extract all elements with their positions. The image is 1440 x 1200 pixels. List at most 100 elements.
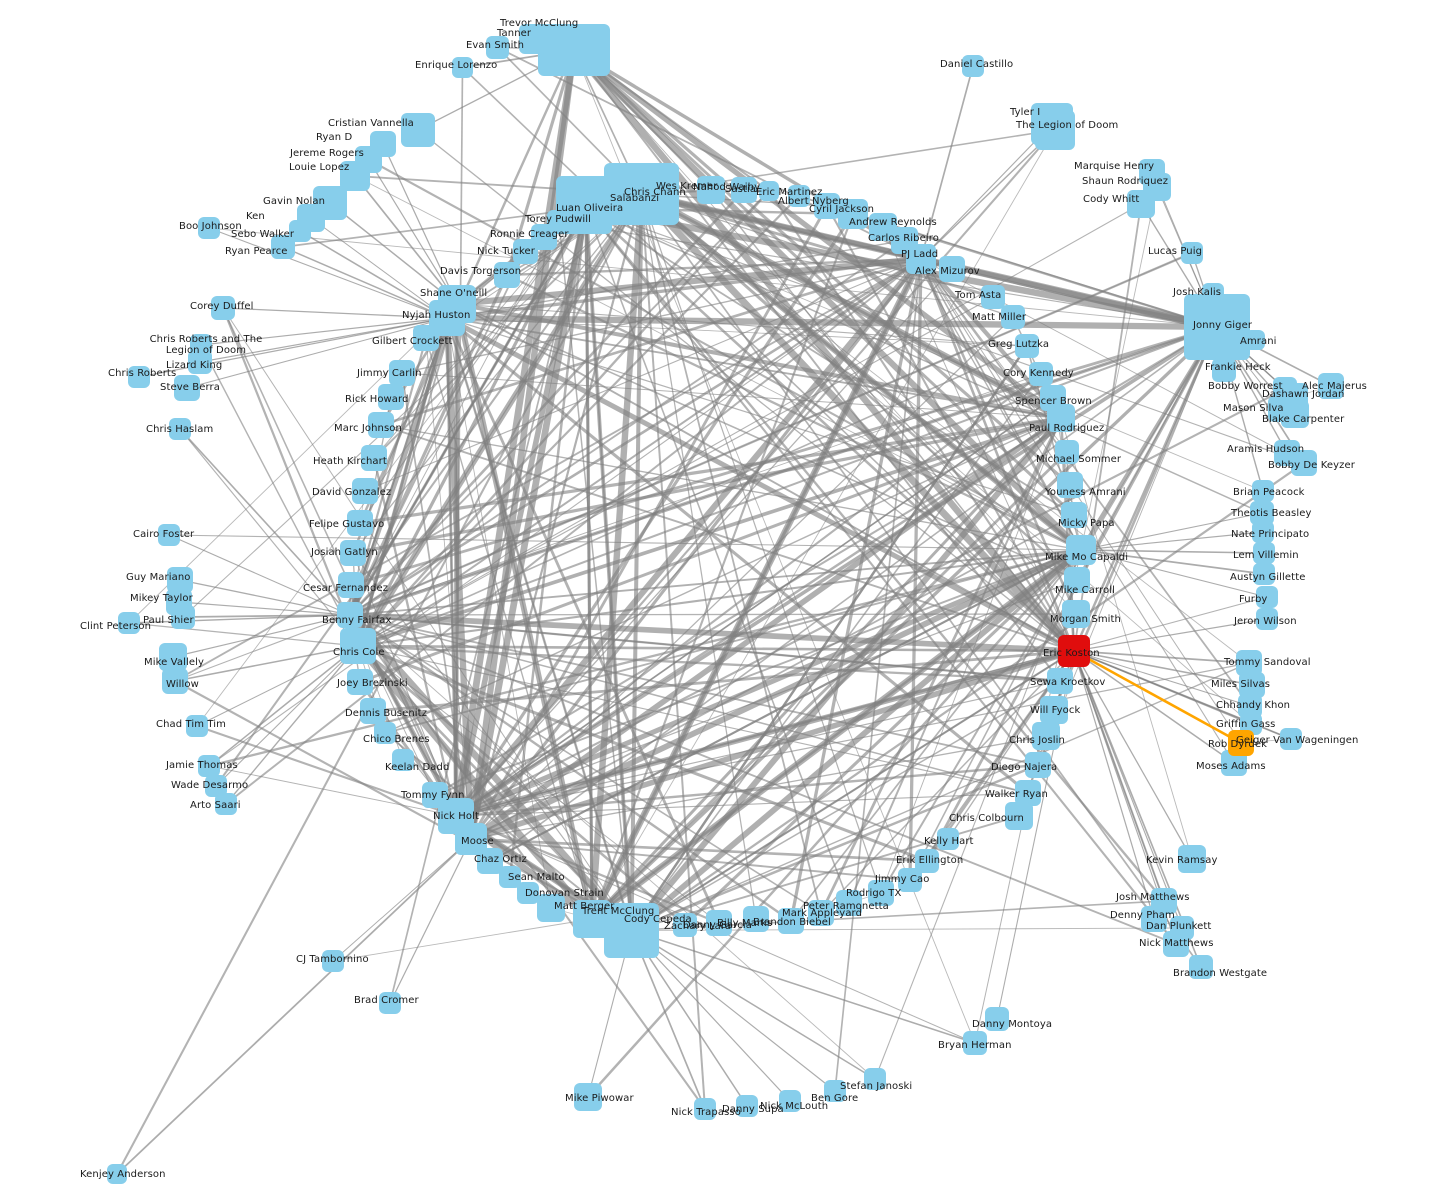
graph-node-dennis-busenitz[interactable] [360,698,386,724]
graph-node-greg-lutzka[interactable] [1015,334,1039,358]
graph-node-rodrigo-tx[interactable] [868,880,894,906]
graph-node-nahod-waihy[interactable] [731,177,757,203]
graph-node-kevin-ramsay[interactable] [1178,845,1206,873]
graph-node-nick-trapasso[interactable] [694,1098,716,1120]
graph-node-jeron-wilson[interactable] [1256,608,1278,630]
graph-node-gilbert-crockett[interactable] [413,325,439,351]
graph-node-ryan-pearce[interactable] [271,235,295,259]
graph-node-guy-mariano[interactable] [167,567,193,593]
graph-node-chaz-ortiz[interactable] [477,848,503,874]
graph-node-frankie-heck[interactable] [1212,358,1236,382]
graph-node-michael-sommer[interactable] [1055,440,1079,464]
graph-node-brandon-biebel[interactable] [778,908,804,934]
graph-node-keelan-dadd[interactable] [392,749,414,771]
graph-node-chris-chann[interactable] [604,163,679,225]
graph-node-mark-appleyard[interactable] [808,900,834,926]
graph-node-arto-saari[interactable] [215,793,237,815]
graph-node-kenjey-anderson[interactable] [107,1164,127,1184]
graph-node-alex-mizurov[interactable] [939,256,965,282]
graph-node-louie-lopez[interactable] [340,161,370,191]
graph-node-brian-peacock[interactable] [1252,480,1274,502]
graph-node-ben-gore[interactable] [824,1080,846,1102]
graph-node-youness-amrani[interactable] [1057,472,1083,498]
graph-node-lem-villemin[interactable] [1253,542,1275,564]
graph-node-wade-desarmo[interactable] [205,775,227,797]
graph-node-pj-ladd[interactable] [906,244,936,274]
graph-node-brandon-westgate[interactable] [1189,955,1213,979]
graph-node-enrique-lorenzo[interactable] [452,57,473,78]
graph-node-tommy-sandoval[interactable] [1236,650,1262,676]
graph-node-peter-ramonetta[interactable] [836,890,862,916]
graph-node-diego-najera[interactable] [1025,752,1051,778]
graph-node-heath-kirchart[interactable] [361,445,387,471]
graph-node-david-gonzalez[interactable] [352,478,378,504]
graph-node-cairo-foster[interactable] [158,524,180,546]
graph-node-kelly-hart[interactable] [937,828,959,850]
graph-node-matt-miller[interactable] [1001,305,1025,329]
graph-node-jimmy-cao[interactable] [898,868,922,892]
highlighted-edge[interactable] [1073,649,1242,745]
graph-node-bobby-de-keyzer[interactable] [1291,450,1317,476]
graph-node-lucas-puig[interactable] [1181,242,1203,264]
graph-node-rick-howard[interactable] [378,384,404,410]
graph-node-morgan-smith[interactable] [1062,600,1090,628]
graph-node-sean-malto[interactable] [499,866,521,888]
graph-node-chris-haslam[interactable] [169,418,191,440]
graph-node-nick-tucker[interactable] [513,239,538,264]
graph-node-willow[interactable] [162,668,188,694]
graph-node-cody-whitt[interactable] [1127,190,1155,218]
graph-node-boo-johnson[interactable] [198,217,220,239]
graph-node-geiger-van-wageningen[interactable] [1280,728,1302,750]
graph-node-marc-johnson[interactable] [368,412,394,438]
graph-node-donovan-strain[interactable] [517,882,539,904]
graph-node-albert-nyberg[interactable] [814,193,840,219]
graph-node-cyril-jackson[interactable] [838,199,868,229]
graph-node-jamie-thomas[interactable] [198,755,220,777]
graph-node-trevor-mcclung[interactable] [538,24,610,76]
graph-node-chico-brenes[interactable] [374,722,396,744]
graph-node-stefan-janoski[interactable] [864,1068,886,1090]
graph-node-clint-peterson[interactable] [118,612,140,634]
graph-node-eric-koston[interactable] [1058,635,1090,667]
graph-node-matt-berger[interactable] [537,894,565,922]
graph-node-mike-carroll[interactable] [1064,567,1090,593]
graph-node-chris-colbourn[interactable] [1005,802,1033,830]
graph-node-zachary-lara[interactable] [673,913,697,937]
graph-node-steve-berra[interactable] [174,375,200,401]
graph-node-micky-papa[interactable] [1061,502,1087,528]
graph-node-wes-kremer[interactable] [697,176,725,204]
graph-node-miles-silvas[interactable] [1239,672,1265,698]
graph-node-brad-cromer[interactable] [379,992,401,1014]
graph-node-walker-ryan[interactable] [1015,780,1041,806]
graph-node-cj-tambornino[interactable] [322,950,344,972]
graph-node-nick-mclouth[interactable] [779,1090,801,1112]
graph-node-cory-kennedy[interactable] [1029,362,1053,386]
graph-node-cesar-fernandez[interactable] [338,572,364,598]
graph-node-danny-garcia[interactable] [706,910,732,936]
graph-node-josiah-gatlyn[interactable] [340,540,366,566]
graph-node-tom-asta[interactable] [981,285,1005,309]
graph-node-billy-marks[interactable] [743,906,769,932]
graph-node-blake-carpenter[interactable] [1281,400,1309,428]
graph-node-corey-duffel[interactable] [211,296,235,320]
graph-node-benny-fairfax[interactable] [337,602,363,628]
graph-node-daniel-castillo[interactable] [962,55,984,77]
graph-node-sewa-kroetkov[interactable] [1047,668,1073,694]
graph-node-cody-cepeda[interactable] [604,903,659,958]
graph-node-paul-rodriguez[interactable] [1047,404,1075,432]
graph-node-the-legion-of-doom[interactable] [1035,110,1075,150]
graph-node-davis-torgerson[interactable] [494,262,520,288]
graph-node-austyn-gillette[interactable] [1253,563,1275,585]
graph-node-mike-mo-capaldi[interactable] [1066,535,1096,565]
graph-node-rob-dyrdek[interactable] [1228,730,1254,756]
graph-node-mike-vallely[interactable] [159,643,187,671]
graph-node-mike-piwowar[interactable] [574,1083,602,1111]
graph-node-tanner[interactable] [519,24,549,54]
graph-node-jonny-giger[interactable] [1184,294,1250,360]
graph-node-will-fyock[interactable] [1040,696,1068,724]
graph-node-evan-smith[interactable] [486,36,509,59]
graph-node-chris-joslin[interactable] [1032,722,1060,750]
graph-node-lizard-king[interactable] [188,350,212,374]
graph-node-cristian-vannella[interactable] [401,113,435,147]
